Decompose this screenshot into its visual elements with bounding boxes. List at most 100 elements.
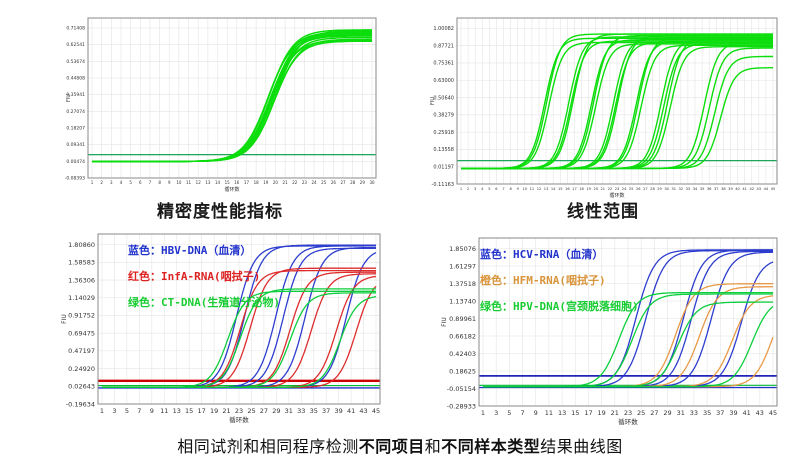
chart-different-samples: 1.85076 1.61297 1.37518 1.13740 0.89961 0.661…: [424, 228, 784, 430]
precision-chart-svg: 0.71408 0.62541 0.53674 0.44808 0.35941 0.270…: [65, 17, 377, 193]
svg-text:11: 11: [160, 407, 168, 415]
svg-text:8: 8: [158, 180, 161, 185]
svg-text:22: 22: [608, 187, 613, 191]
svg-text:35: 35: [310, 407, 318, 415]
svg-text:30: 30: [369, 180, 375, 185]
bottom-caption-segment: 和: [424, 439, 442, 456]
svg-text:25: 25: [629, 187, 634, 191]
svg-text:1: 1: [91, 180, 94, 185]
svg-text:1.58583: 1.58583: [68, 259, 95, 267]
svg-text:45: 45: [769, 409, 777, 417]
svg-text:21: 21: [283, 180, 289, 185]
svg-text:5: 5: [507, 409, 511, 417]
svg-text:0.02643: 0.02643: [68, 383, 95, 391]
svg-text:11: 11: [545, 409, 553, 417]
svg-text:18: 18: [254, 180, 260, 185]
legend-item: 橙色：HFM-RNA(咽拭子): [480, 274, 606, 287]
svg-text:29: 29: [663, 409, 671, 417]
svg-text:0.87721: 0.87721: [433, 43, 454, 49]
svg-text:22: 22: [292, 180, 298, 185]
svg-text:0.62541: 0.62541: [66, 42, 85, 48]
svg-text:31: 31: [285, 407, 293, 415]
legend-item: 蓝色：HBV-DNA（血清）: [128, 244, 252, 257]
svg-text:1: 1: [481, 409, 485, 417]
svg-text:37: 37: [714, 187, 719, 191]
svg-text:0.24920: 0.24920: [68, 365, 95, 373]
svg-text:3: 3: [112, 407, 116, 415]
svg-text:0.00474: 0.00474: [66, 159, 85, 165]
svg-text:11: 11: [186, 180, 192, 185]
svg-text:0.75361: 0.75361: [433, 61, 454, 67]
svg-text:34: 34: [693, 187, 698, 191]
svg-text:1.36306: 1.36306: [68, 276, 95, 284]
svg-text:31: 31: [671, 187, 676, 191]
legend-item: 蓝色：HCV-RNA（血清）: [480, 248, 604, 261]
svg-text:1.37518: 1.37518: [449, 280, 476, 288]
svg-text:37: 37: [716, 409, 724, 417]
svg-text:-0.08393: -0.08393: [65, 176, 85, 182]
svg-text:1.14029: 1.14029: [68, 294, 95, 302]
svg-text:9: 9: [517, 187, 520, 191]
svg-text:0.50640: 0.50640: [433, 95, 454, 101]
svg-text:0.25918: 0.25918: [433, 130, 454, 136]
svg-text:25: 25: [321, 180, 327, 185]
svg-text:0.01197: 0.01197: [433, 164, 454, 170]
svg-text:1: 1: [100, 407, 104, 415]
svg-text:45: 45: [372, 407, 380, 415]
svg-text:23: 23: [624, 409, 632, 417]
svg-text:3: 3: [474, 187, 476, 191]
different-samples-legend: 蓝色：HCV-RNA（血清） 橙色：HFM-RNA(咽拭子) 绿色：HPV-DNA(…: [480, 242, 639, 320]
svg-text:44: 44: [764, 187, 769, 191]
svg-text:-0.19634: -0.19634: [66, 400, 95, 408]
chart-precision: 0.71408 0.62541 0.53674 0.44808 0.35941 0.270…: [62, 10, 378, 200]
svg-text:0.35941: 0.35941: [66, 92, 85, 98]
svg-text:-0.11163: -0.11163: [432, 182, 454, 188]
svg-text:15: 15: [571, 409, 579, 417]
bottom-caption-segment: 不同项目: [358, 439, 425, 456]
svg-text:24: 24: [622, 187, 627, 191]
svg-text:40: 40: [735, 187, 740, 191]
svg-text:0.44808: 0.44808: [66, 76, 85, 82]
svg-text:8: 8: [509, 187, 512, 191]
chart-precision-caption: 精密度性能指标: [157, 202, 283, 221]
svg-text:-0.05154: -0.05154: [447, 385, 476, 393]
svg-text:0.13558: 0.13558: [433, 147, 454, 153]
svg-text:45: 45: [771, 187, 776, 191]
svg-text:12: 12: [196, 180, 202, 185]
svg-text:0.42403: 0.42403: [449, 350, 476, 358]
svg-text:31: 31: [677, 409, 685, 417]
different-targets-chart-svg: 1.80860 1.58583 1.36306 1.14029 0.91752 0.694…: [61, 233, 381, 424]
svg-text:4: 4: [120, 180, 123, 185]
svg-text:13: 13: [205, 180, 211, 185]
svg-text:43: 43: [359, 407, 367, 415]
linear-range-chart-svg: 1.00082 0.87721 0.75361 0.63000 0.50640 0.382…: [430, 17, 778, 199]
svg-text:15: 15: [225, 180, 231, 185]
svg-text:33: 33: [686, 187, 691, 191]
bottom-caption-segment: 不同样本类型: [441, 439, 541, 456]
svg-text:11: 11: [530, 187, 535, 191]
svg-text:2: 2: [100, 180, 103, 185]
svg-text:26: 26: [331, 180, 337, 185]
svg-text:19: 19: [263, 180, 269, 185]
svg-text:28: 28: [350, 180, 356, 185]
svg-text:30: 30: [664, 187, 669, 191]
svg-text:FIU: FIU: [66, 94, 72, 102]
svg-text:17: 17: [584, 409, 592, 417]
svg-text:36: 36: [707, 187, 712, 191]
svg-text:21: 21: [601, 187, 606, 191]
svg-text:0.71408: 0.71408: [66, 26, 85, 32]
svg-text:33: 33: [297, 407, 305, 415]
legend-item: 红色：InfA-RNA(咽拭子): [128, 270, 261, 283]
svg-text:7: 7: [502, 187, 504, 191]
svg-text:0.18625: 0.18625: [449, 367, 476, 375]
svg-text:1.00082: 1.00082: [433, 26, 454, 32]
svg-text:13: 13: [173, 407, 181, 415]
bottom-caption-segment: 相同试剂和相同程序检测: [177, 439, 359, 456]
svg-text:0.89961: 0.89961: [449, 315, 476, 323]
svg-text:1: 1: [460, 187, 462, 191]
svg-text:23: 23: [615, 187, 620, 191]
svg-text:27: 27: [650, 409, 658, 417]
svg-text:35: 35: [700, 187, 705, 191]
svg-text:5: 5: [129, 180, 132, 185]
svg-text:-0.28933: -0.28933: [447, 402, 476, 410]
